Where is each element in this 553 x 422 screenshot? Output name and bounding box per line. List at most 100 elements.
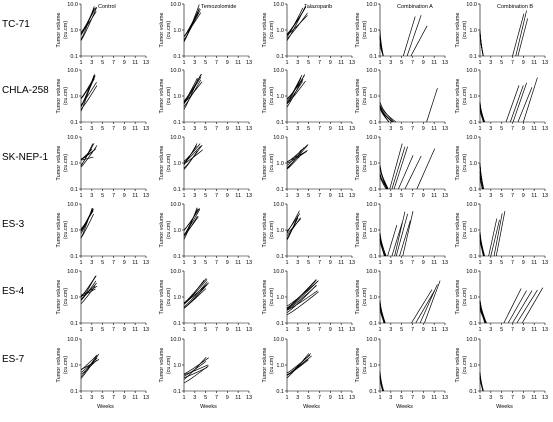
y-axis-label: Tumor volume	[262, 280, 268, 315]
x-tick-label: 13	[349, 60, 355, 66]
x-tick-label: 7	[411, 327, 414, 333]
y-tick-label: 0.1	[369, 389, 377, 395]
y-tick-label: 0.1	[369, 120, 377, 126]
tumor-curve	[286, 12, 308, 40]
tumor-curve	[479, 176, 483, 190]
tumor-curve	[183, 215, 198, 237]
y-tick-label: 1.0	[70, 363, 78, 369]
y-axis-label: Tumor volume	[159, 213, 165, 248]
x-tick-label: 5	[204, 60, 207, 66]
y-axis-label: Tumor volume	[159, 280, 165, 315]
tumor-curve	[80, 75, 95, 112]
x-tick-label: 9	[226, 60, 229, 66]
tumor-curve	[286, 9, 305, 36]
x-tick-label: 1	[285, 60, 288, 66]
x-tick-label: 7	[112, 193, 115, 199]
x-tick-label: 7	[411, 60, 414, 66]
y-tick-label: 1.0	[469, 295, 477, 301]
x-tick-label: 9	[329, 193, 332, 199]
y-tick-label: 10.0	[170, 269, 181, 275]
y-axis-unit: (cu.cm)	[63, 21, 69, 40]
x-tick-label: 1	[182, 327, 185, 333]
x-tick-label: 9	[422, 260, 425, 266]
y-axis-label: Tumor volume	[262, 348, 268, 383]
y-tick-label: 10.0	[67, 135, 78, 141]
y-tick-label: 0.1	[369, 54, 377, 60]
regrowth-curve	[516, 289, 538, 324]
tumor-curve	[286, 354, 311, 374]
x-tick-label: 11	[132, 327, 138, 333]
y-tick-label: 1.0	[70, 295, 78, 301]
y-tick-label: 1.0	[369, 94, 377, 100]
tumor-curve	[379, 35, 384, 57]
x-tick-label: 5	[307, 395, 310, 401]
y-tick-label: 0.1	[173, 187, 181, 193]
x-tick-label: 7	[511, 193, 514, 199]
regrowth-curve	[512, 290, 533, 324]
x-tick-label: 3	[389, 260, 392, 266]
y-axis-label: Tumor volume	[56, 146, 62, 181]
regrowth-curve	[416, 148, 436, 190]
y-tick-label: 1.0	[276, 295, 284, 301]
y-tick-label: 10.0	[366, 68, 377, 74]
tumor-curve	[80, 11, 97, 35]
x-tick-label: 3	[389, 395, 392, 401]
y-tick-label: 1.0	[70, 228, 78, 234]
x-tick-label: 1	[182, 193, 185, 199]
x-tick-label: 3	[193, 327, 196, 333]
y-axis-label: Tumor volume	[455, 348, 461, 383]
tumor-curve	[286, 353, 310, 379]
tumor-curve	[379, 232, 387, 257]
y-tick-label: 10.0	[273, 202, 284, 208]
y-tick-label: 1.0	[469, 94, 477, 100]
x-tick-label: 3	[389, 327, 392, 333]
x-tick-label: 13	[542, 193, 548, 199]
tumor-curve	[286, 151, 307, 164]
tumor-curve	[286, 290, 318, 311]
tumor-curve	[80, 275, 97, 298]
tumor-curve	[183, 208, 200, 231]
y-axis-unit: (cu.cm)	[166, 221, 172, 240]
x-tick-label: 1	[378, 395, 381, 401]
x-tick-label: 3	[90, 395, 93, 401]
x-tick-label: 3	[193, 395, 196, 401]
y-axis-label: Tumor volume	[56, 13, 62, 48]
x-tick-label: 7	[112, 60, 115, 66]
x-tick-label: 7	[511, 327, 514, 333]
regrowth-curve	[517, 18, 529, 57]
x-tick-label: 9	[329, 260, 332, 266]
x-tick-label: 3	[489, 327, 492, 333]
x-tick-label: 3	[489, 395, 492, 401]
tumor-curve	[286, 80, 306, 105]
x-tick-label: 1	[285, 260, 288, 266]
x-tick-label: 9	[123, 60, 126, 66]
y-tick-label: 1.0	[70, 28, 78, 34]
tumor-curve	[379, 305, 385, 324]
y-tick-label: 0.1	[276, 54, 284, 60]
y-tick-label: 10.0	[67, 2, 78, 8]
regrowth-curve	[387, 225, 398, 257]
x-tick-label: 7	[112, 260, 115, 266]
y-tick-label: 10.0	[366, 337, 377, 343]
y-tick-label: 0.1	[70, 254, 78, 260]
y-axis-unit: (cu.cm)	[362, 154, 368, 173]
y-tick-label: 0.1	[70, 54, 78, 60]
x-tick-label: 5	[400, 260, 403, 266]
y-tick-label: 1.0	[369, 363, 377, 369]
x-tick-label: 3	[296, 60, 299, 66]
y-axis-unit: (cu.cm)	[166, 154, 172, 173]
row-label-0: TC-71	[2, 19, 30, 30]
y-tick-label: 0.1	[173, 54, 181, 60]
tumor-curve	[80, 78, 95, 100]
y-tick-label: 10.0	[466, 135, 477, 141]
y-tick-label: 0.1	[276, 389, 284, 395]
regrowth-curve	[395, 213, 408, 257]
x-tick-label: 5	[101, 395, 104, 401]
x-tick-label: 13	[442, 60, 448, 66]
x-tick-label: 13	[143, 395, 149, 401]
y-tick-label: 1.0	[276, 161, 284, 167]
tumor-curve	[183, 285, 207, 309]
y-tick-label: 10.0	[170, 202, 181, 208]
x-tick-label: 11	[431, 126, 437, 132]
tumor-curve	[183, 361, 207, 377]
